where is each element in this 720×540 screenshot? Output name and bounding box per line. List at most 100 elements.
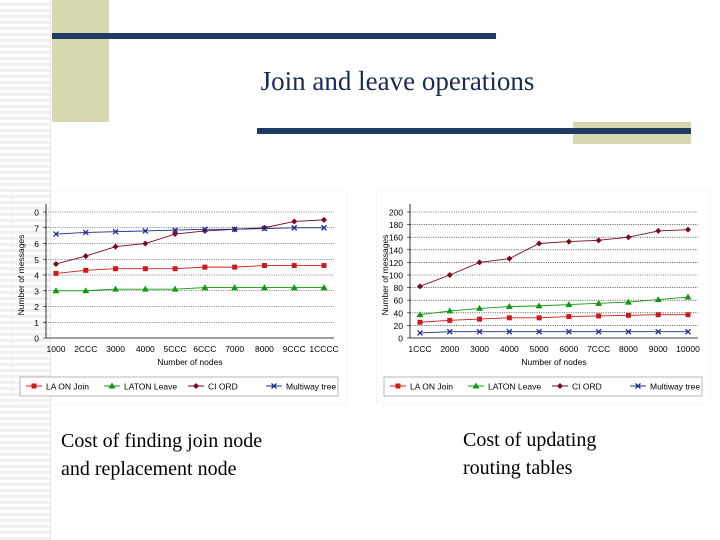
x-tick-label: 7000 [225,344,244,354]
data-point [685,226,691,233]
chart-join-node-cost: 0 1 2 3 4 5 6 7 0 1000 2CCC 3000 4000 5CCC 6CCC 7000 800… [12,190,347,405]
chart-svg: 0 1 2 3 4 5 6 7 0 1000 2CCC 3000 4000 5CCC 6CCC 7000 800… [12,190,347,405]
y-tick-label: 0 [398,334,403,344]
y-tick-label: 60 [394,296,404,306]
series-line [419,314,688,323]
y-tick-label: 180 [389,220,403,230]
data-point [232,264,238,270]
series-line [419,229,689,287]
data-point [536,328,543,335]
x-tick-label: 1CCCC [309,344,338,354]
x-tick-label: 2CCC [74,344,97,354]
data-point [417,319,423,325]
x-tick-label: 10000 [676,344,700,354]
data-point [506,255,513,262]
data-point [112,285,120,292]
data-point [625,312,631,318]
x-tick-label: 9000 [649,344,668,354]
data-point [654,296,662,303]
data-point [625,234,632,241]
data-point [172,231,179,238]
legend-swatch-marker [193,383,199,389]
data-point [201,226,208,233]
data-point [446,272,453,278]
data-point [261,263,267,269]
accent-bar-right [257,128,691,134]
data-point [142,227,149,234]
y-tick-label: 40 [394,308,404,318]
caption-left: Cost of finding join node and replacemen… [61,430,263,480]
data-point [596,313,602,319]
x-axis-title: Number of nodes [157,357,222,367]
data-point [505,303,513,309]
data-point [595,299,603,306]
y-tick-label: 4 [34,271,39,281]
data-point [52,287,60,294]
chart-border [376,190,711,405]
data-point [113,266,119,272]
x-tick-label: 2000 [440,344,459,354]
series-line [419,331,688,334]
x-tick-label: 5000 [530,344,549,354]
data-point [595,328,602,335]
legend-label: LATON Leave [124,382,177,392]
data-point [201,227,208,234]
y-axis-title: Number of messages [380,235,390,316]
tan-accent-block-left [52,0,109,122]
data-point [291,224,298,231]
data-point [565,301,573,308]
y-tick-label: 3 [34,286,39,296]
x-tick-label: 1000 [47,344,66,354]
x-tick-label: 8000 [255,344,274,354]
data-point [53,270,59,276]
legend-label: Multiway tree [650,382,700,392]
x-tick-label: 8000 [619,344,638,354]
x-axis-title: Number of nodes [521,357,586,367]
data-point [321,263,327,269]
legend-label: CI ORD [208,382,238,392]
x-tick-label: 5CCC [164,344,187,354]
data-point [172,266,178,272]
y-tick-label: 1 [34,318,39,328]
data-point [536,315,542,321]
x-tick-label: 3000 [106,344,125,354]
data-point [655,328,662,335]
data-point [82,287,90,294]
x-tick-label: 9CCC [283,344,306,354]
data-point [476,328,483,335]
data-point [321,216,327,223]
legend-box [19,376,339,397]
data-point [291,218,298,225]
x-tick-label: 3000 [470,344,489,354]
y-tick-label: 80 [394,283,404,293]
data-point [447,317,453,323]
data-point [112,228,119,235]
y-tick-label: 2 [34,302,39,312]
x-tick-label: 4000 [136,344,155,354]
legend-swatch-marker [108,382,116,389]
legend-label: LA ON Join [46,382,89,392]
y-tick-label: 140 [389,245,403,255]
legend-box [383,376,703,397]
legend-label: LATON Leave [488,382,541,392]
data-point [417,330,423,336]
data-point [685,312,691,318]
data-point [536,240,543,247]
chart-border [12,190,347,405]
chart-svg: 0 20 40 60 80 100 120 140 160 180 200 1CCC 2000 3000 4… [376,190,711,405]
data-point [83,267,89,273]
legend-label: Multiway tree [286,382,336,392]
data-point [321,224,327,231]
legend-label: CI ORD [572,382,602,392]
y-tick-label: 20 [394,321,404,331]
series-line [419,296,689,316]
legend-swatch-marker [635,383,641,389]
data-point [82,229,89,236]
data-point [476,259,483,266]
data-point [231,284,239,291]
data-point [416,311,424,318]
data-point [142,240,149,247]
data-point [290,284,298,291]
data-point [655,227,662,234]
x-tick-label: 6CCC [193,344,216,354]
